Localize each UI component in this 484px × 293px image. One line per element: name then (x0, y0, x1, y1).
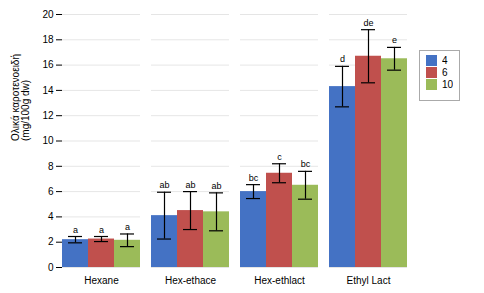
svg-text:bc: bc (301, 159, 311, 169)
svg-text:bc: bc (249, 173, 259, 183)
svg-text:ab: ab (159, 180, 169, 190)
svg-text:0: 0 (48, 262, 54, 273)
svg-text:a: a (125, 222, 130, 232)
svg-text:Ethyl Lact: Ethyl Lact (347, 275, 391, 286)
svg-text:de: de (363, 18, 373, 28)
svg-text:4: 4 (48, 211, 54, 222)
svg-text:Hex-ethace: Hex-ethace (165, 275, 217, 286)
svg-text:Ολικά καροτενοειδή(mg/100g dw): Ολικά καροτενοειδή(mg/100g dw) (10, 54, 31, 141)
html-text:4: 4 (442, 55, 448, 66)
svg-text:16: 16 (42, 59, 54, 70)
svg-text:c: c (277, 152, 282, 162)
html-text:6: 6 (442, 67, 448, 78)
html-text:10: 10 (442, 79, 454, 90)
svg-text:d: d (340, 54, 345, 64)
svg-text:2: 2 (48, 236, 54, 247)
svg-text:6: 6 (48, 186, 54, 197)
svg-text:a: a (73, 225, 78, 235)
svg-text:e: e (392, 35, 397, 45)
svg-text:20: 20 (42, 9, 54, 20)
svg-text:a: a (99, 225, 104, 235)
svg-text:12: 12 (42, 110, 54, 121)
svg-text:8: 8 (48, 161, 54, 172)
svg-text:ab: ab (211, 181, 221, 191)
svg-text:Hexane: Hexane (84, 275, 119, 286)
svg-text:18: 18 (42, 34, 54, 45)
svg-text:14: 14 (42, 85, 54, 96)
svg-text:Hex-ethlact: Hex-ethlact (254, 275, 305, 286)
svg-text:ab: ab (185, 180, 195, 190)
svg-text:10: 10 (42, 135, 54, 146)
